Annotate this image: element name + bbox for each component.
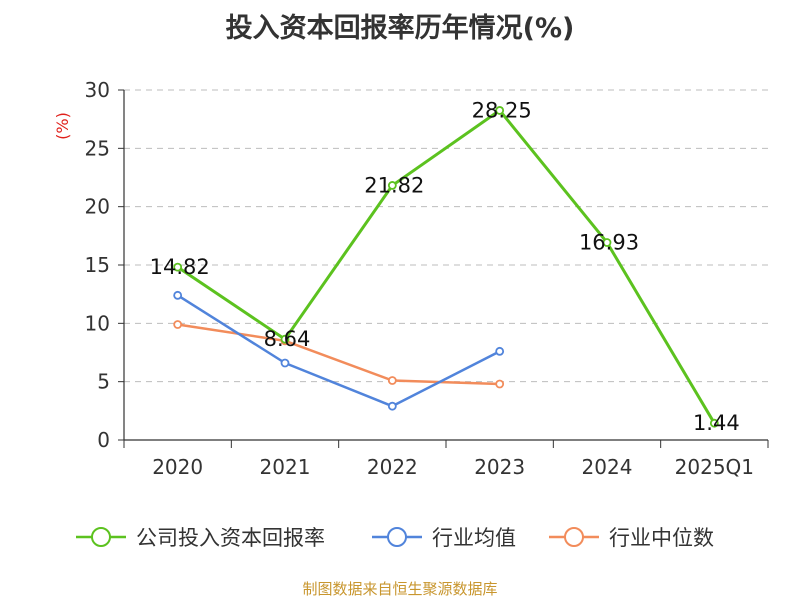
series-line (177, 294, 501, 408)
y-tick-label: 0 (97, 428, 110, 452)
legend-label: 行业中位数 (609, 526, 714, 550)
x-tick-label: 2023 (474, 455, 525, 479)
legend-swatch-marker (91, 527, 111, 547)
y-tick-label: 15 (85, 253, 110, 277)
y-tick-label: 5 (97, 370, 110, 394)
y-axis-label: (%) (53, 112, 72, 140)
data-label: 28.25 (472, 98, 532, 122)
data-point (709, 418, 719, 428)
data-point (495, 346, 505, 356)
data-point (173, 262, 183, 272)
series-line (177, 323, 500, 386)
data-label: 14.82 (150, 255, 210, 279)
legend-label: 公司投入资本回报率 (136, 526, 325, 550)
data-point (387, 376, 397, 385)
x-tick-label: 2022 (367, 455, 418, 479)
data-point (280, 358, 290, 368)
legend-swatch-marker (387, 527, 407, 547)
legend-label: 行业均值 (432, 526, 516, 550)
data-point (387, 181, 397, 190)
data-point (495, 106, 505, 115)
y-tick-label: 30 (85, 78, 110, 102)
x-tick-label: 2024 (582, 455, 633, 479)
x-tick-label: 2020 (152, 455, 203, 479)
data-point (173, 320, 183, 329)
data-label: 16.93 (579, 230, 639, 254)
data-point (602, 238, 612, 247)
x-tick-label: 2025Q1 (675, 455, 754, 479)
x-tick-label: 2021 (260, 455, 311, 479)
data-label: 1.44 (693, 411, 740, 435)
y-tick-label: 25 (85, 136, 110, 160)
data-point (173, 290, 183, 300)
data-point (280, 334, 290, 344)
y-tick-label: 10 (85, 311, 110, 335)
data-point (495, 379, 505, 389)
y-tick-label: 20 (85, 195, 110, 219)
data-point (387, 401, 397, 411)
chart-title: 投入资本回报率历年情况(%) (225, 13, 575, 44)
data-label: 21.82 (364, 173, 424, 197)
legend-swatch-marker (564, 527, 584, 547)
series-line (176, 108, 716, 424)
data-source-note: 制图数据来自恒生聚源数据库 (302, 580, 498, 598)
data-label: 8.64 (264, 327, 311, 351)
